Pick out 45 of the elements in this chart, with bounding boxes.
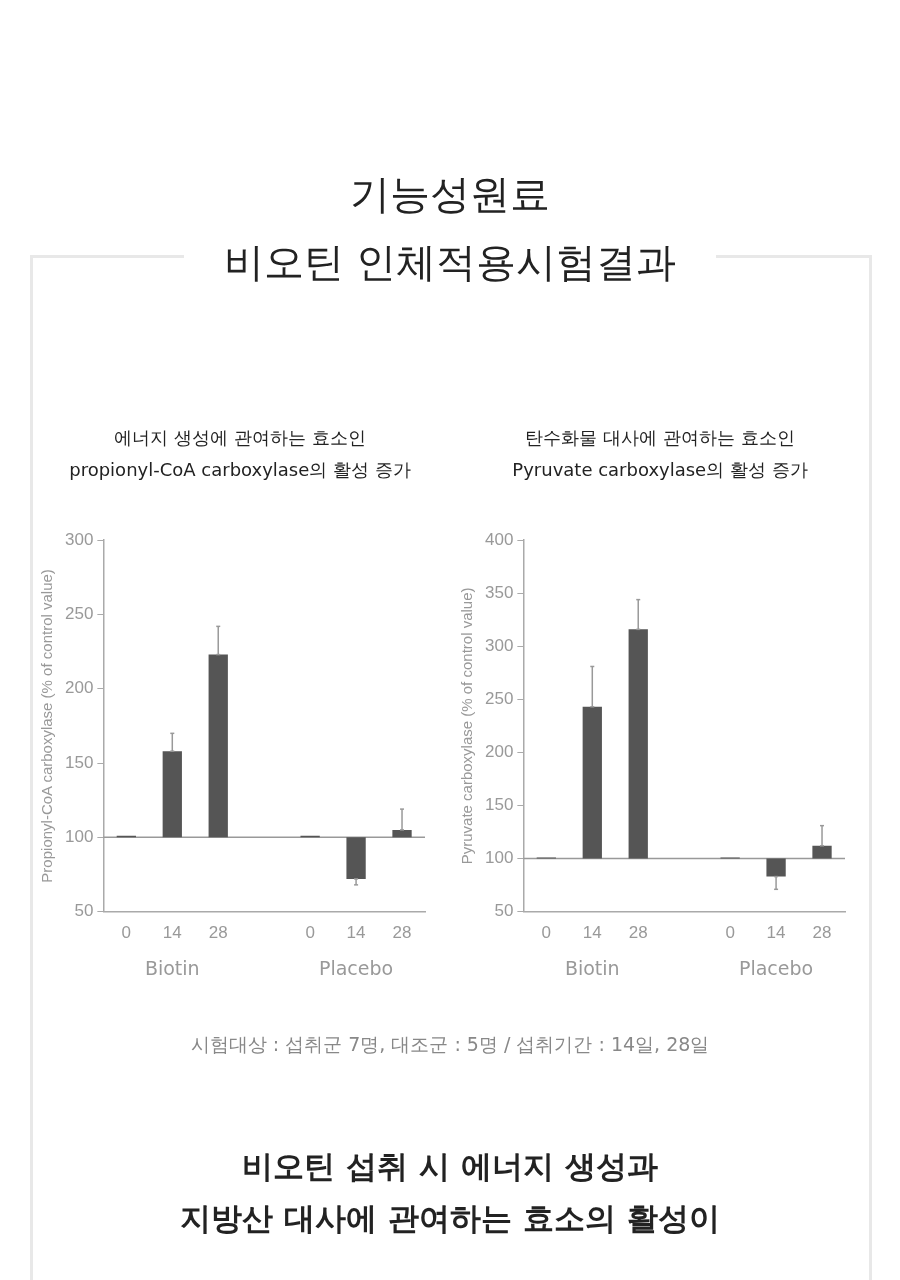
y-tick-label: 400 xyxy=(484,529,514,549)
y-tick-label: 50 xyxy=(74,901,94,921)
bar xyxy=(628,629,648,859)
text: Placebo xyxy=(318,956,394,979)
y-tick-label: 200 xyxy=(64,678,94,698)
chart-title: 탄수화물 대사에 관여하는 효소인 Pyruvate carboxylase의 활성 증가 xyxy=(511,426,809,482)
y-tick-label: 150 xyxy=(484,795,514,815)
x-tick-label: 0 xyxy=(305,923,315,943)
x-tick-label: 14 xyxy=(346,923,366,943)
bar xyxy=(582,706,602,859)
x-tick-label: 28 xyxy=(208,923,228,943)
x-tick-label: 0 xyxy=(725,923,735,943)
y-tick-label: 250 xyxy=(64,604,94,624)
y-tick-label: 350 xyxy=(484,582,514,602)
x-tick-label: 28 xyxy=(628,923,648,943)
chart-title: 에너지 생성에 관여하는 효소인 propionyl-CoA carboxylase의 활성 증가 xyxy=(68,426,412,482)
text: Biotin xyxy=(564,956,620,979)
x-tick-label: 0 xyxy=(541,923,552,943)
bar xyxy=(208,654,228,838)
y-tick-label: 100 xyxy=(484,848,514,868)
y-axis-title: Pyruvate carboxylase (% of control value) xyxy=(458,587,476,865)
bar xyxy=(812,845,832,859)
y-tick-label: 200 xyxy=(484,742,514,762)
x-tick-label: 14 xyxy=(766,923,786,943)
y-tick-label: 300 xyxy=(484,636,514,655)
text: Placebo xyxy=(738,956,814,979)
y-tick-label: 100 xyxy=(64,827,94,847)
x-tick-label: 14 xyxy=(582,923,602,943)
bar xyxy=(392,829,412,838)
text: 시험대상 : 섭취군 7명, 대조군 : 5명 / 섭취기간 : 14일, 28일 xyxy=(189,1032,711,1057)
bar xyxy=(346,837,366,879)
x-tick-label: 28 xyxy=(392,923,412,943)
y-axis-title: Propionyl-CoA carboxylase (% of control value) xyxy=(38,569,56,883)
y-tick-label: 300 xyxy=(64,529,94,549)
text: Biotin xyxy=(144,956,200,979)
y-tick-label: 250 xyxy=(484,689,514,709)
y-tick-label: 50 xyxy=(494,901,514,921)
text: 비오틴 섭취 시 에너지 생성과 지방산 대사에 관여하는 효소의 활성이 xyxy=(179,1147,721,1238)
text: 기능성원료 비오틴 인체적용시험결과 xyxy=(183,160,717,296)
x-tick-label: 28 xyxy=(812,923,832,943)
bar xyxy=(766,858,786,877)
y-tick-label: 150 xyxy=(64,752,94,772)
x-tick-label: 14 xyxy=(162,923,182,943)
x-tick-label: 0 xyxy=(121,923,132,943)
bar xyxy=(162,751,182,838)
